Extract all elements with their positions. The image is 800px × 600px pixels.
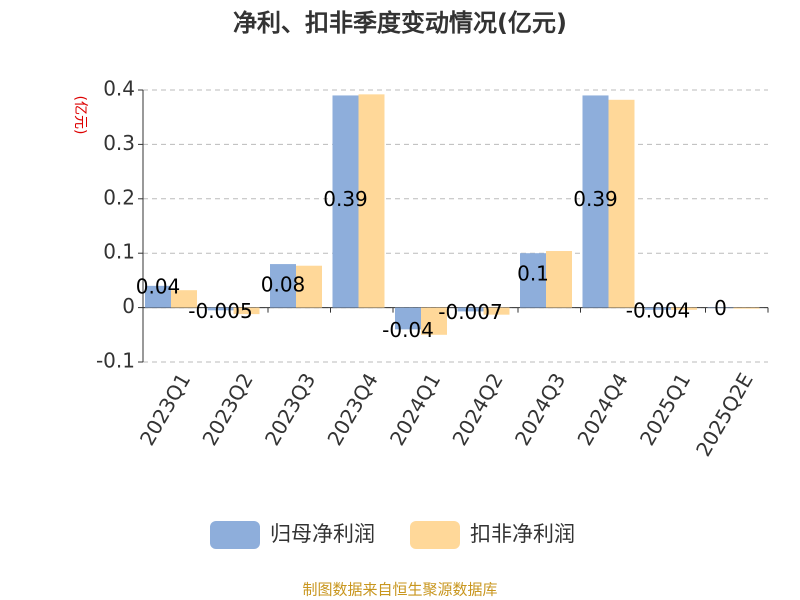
x-tick-label: 2024Q1 — [385, 369, 445, 450]
bar — [733, 307, 760, 309]
data-label: 0.39 — [573, 187, 618, 211]
x-tick-label: 2024Q2 — [447, 369, 507, 450]
data-label: -0.04 — [382, 318, 434, 342]
data-label: 0.04 — [136, 274, 181, 298]
y-tick-label: 0.3 — [103, 131, 135, 155]
data-label: -0.005 — [188, 299, 252, 323]
data-label: 0.08 — [261, 273, 306, 297]
bar — [332, 95, 359, 308]
bar — [483, 307, 510, 315]
y-axis-label: (亿元) — [72, 96, 88, 135]
x-tick-label: 2025Q1 — [635, 369, 695, 450]
bar — [233, 307, 260, 315]
bar — [546, 251, 572, 308]
x-tick-label: 2023Q2 — [197, 369, 257, 450]
y-tick-label: 0 — [122, 294, 135, 318]
bar — [171, 290, 197, 308]
bar — [645, 307, 671, 310]
y-tick-label: 0.1 — [103, 240, 135, 264]
data-label: -0.007 — [438, 300, 502, 324]
bar — [457, 307, 484, 312]
x-tick-label: 2023Q1 — [135, 369, 195, 450]
x-tick-label: 2025Q2E — [691, 369, 758, 461]
x-tick-label: 2024Q4 — [572, 369, 632, 450]
chart-title: 净利、扣非季度变动情况(亿元) — [233, 9, 567, 37]
data-label: 0 — [714, 296, 727, 320]
bar — [207, 307, 234, 311]
legend-label: 扣非净利润 — [470, 522, 575, 546]
data-label: 0.1 — [517, 262, 549, 286]
data-label: 0.39 — [323, 187, 368, 211]
bar — [582, 95, 609, 308]
bar — [671, 307, 697, 310]
y-tick-label: 0.4 — [103, 77, 135, 101]
legend-swatch — [210, 521, 260, 549]
x-tick-label: 2023Q3 — [260, 369, 320, 450]
bar — [421, 307, 447, 335]
y-tick-label: -0.1 — [96, 349, 135, 373]
bar — [707, 307, 734, 309]
bar — [145, 285, 171, 308]
bar — [395, 307, 421, 330]
bar — [270, 264, 296, 308]
legend-label: 归母净利润 — [270, 522, 375, 546]
legend-swatch — [410, 521, 460, 549]
bar — [520, 253, 546, 308]
y-tick-label: 0.2 — [103, 185, 135, 209]
bar — [296, 265, 322, 308]
x-tick-label: 2023Q4 — [322, 369, 382, 450]
data-label: -0.004 — [626, 298, 690, 322]
bar — [608, 99, 635, 308]
x-tick-label: 2024Q3 — [510, 369, 570, 450]
source-note: 制图数据来自恒生聚源数据库 — [302, 581, 497, 599]
bar — [358, 94, 385, 308]
